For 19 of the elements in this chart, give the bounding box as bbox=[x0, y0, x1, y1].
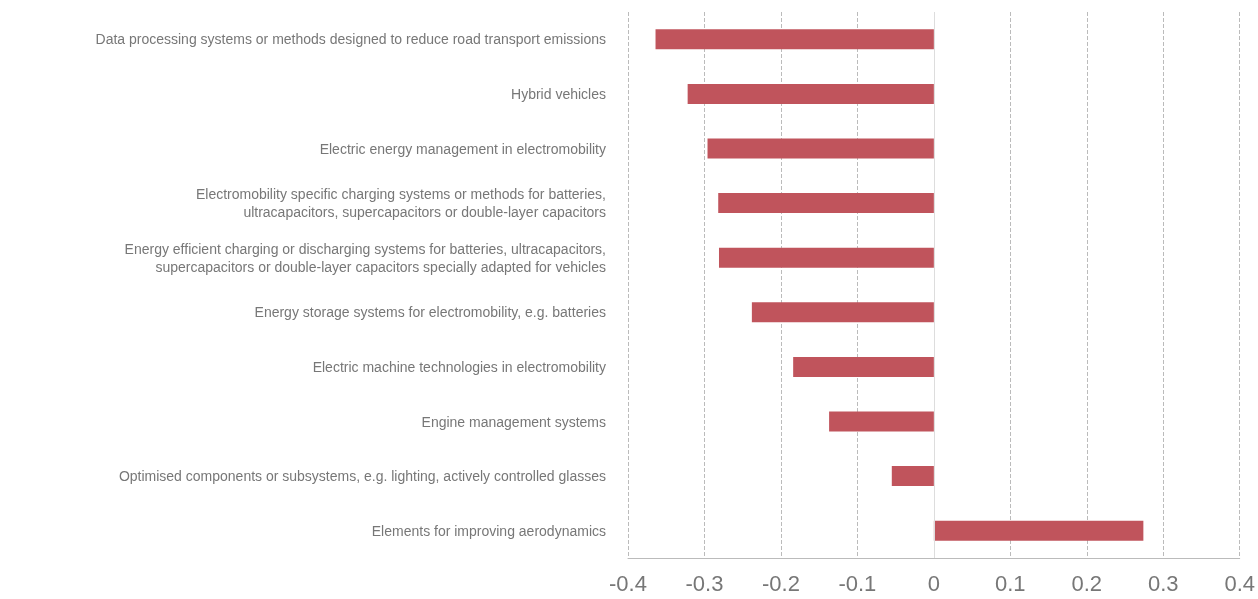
x-tick-label: 0.1 bbox=[995, 570, 1026, 596]
y-tick-label: Elements for improving aerodynamics bbox=[371, 522, 606, 539]
y-tick-label: Energy efficient charging or discharging systems for batteries, ultracapacitors, supercapacitors or double-layer capacitors specially adapted for vehicles bbox=[124, 240, 606, 275]
y-tick-label: Engine management systems bbox=[421, 413, 606, 430]
y-tick-label: Energy storage systems for electromobility, e.g. batteries bbox=[254, 304, 606, 321]
x-tick-label: -0.4 bbox=[609, 570, 647, 596]
x-tick-label: -0.1 bbox=[838, 570, 877, 596]
y-tick-label: Hybrid vehicles bbox=[511, 85, 606, 102]
y-tick-label: Electromobility specific charging systems or methods for batteries, ultracapacitors, supercapacitors or double-layer capacitors bbox=[195, 186, 606, 221]
x-tick-label: 0.4 bbox=[1224, 570, 1256, 596]
y-tick-label: Optimised components or subsystems, e.g. lighting, actively controlled glasses bbox=[118, 468, 606, 485]
x-tick-label: -0.3 bbox=[685, 570, 724, 596]
x-tick-label: 0.3 bbox=[1147, 570, 1179, 596]
y-tick-label: Electric machine technologies in electromobility bbox=[312, 358, 606, 375]
x-tick-label: -0.2 bbox=[761, 570, 800, 596]
x-tick-label: 0 bbox=[927, 570, 940, 596]
x-tick-label: 0.2 bbox=[1071, 570, 1103, 596]
y-tick-label: Electric energy management in electromobility bbox=[319, 140, 606, 157]
y-tick-label: Data processing systems or methods designed to reduce road transport emissions bbox=[95, 31, 606, 48]
